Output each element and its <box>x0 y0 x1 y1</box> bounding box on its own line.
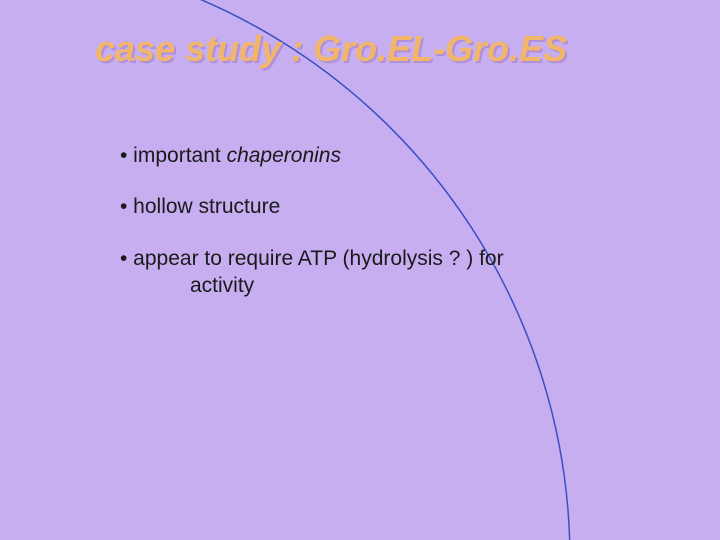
bullet-item: • important chaperonins <box>120 142 640 169</box>
bullet-continuation: activity <box>190 272 640 299</box>
bullet-text: • hollow structure <box>120 195 280 218</box>
bullet-item: • appear to require ATP (hydrolysis ? ) … <box>120 245 640 300</box>
bullet-text: • appear to require ATP (hydrolysis ? ) … <box>120 247 504 270</box>
slide-title: case study : Gro.EL-Gro.ES <box>95 28 567 70</box>
bullet-text: • important <box>120 144 227 167</box>
slide: case study : Gro.EL-Gro.ES • important c… <box>0 0 720 540</box>
bullet-list: • important chaperonins • hollow structu… <box>120 142 640 323</box>
bullet-emphasis: chaperonins <box>227 144 341 167</box>
bullet-item: • hollow structure <box>120 193 640 220</box>
